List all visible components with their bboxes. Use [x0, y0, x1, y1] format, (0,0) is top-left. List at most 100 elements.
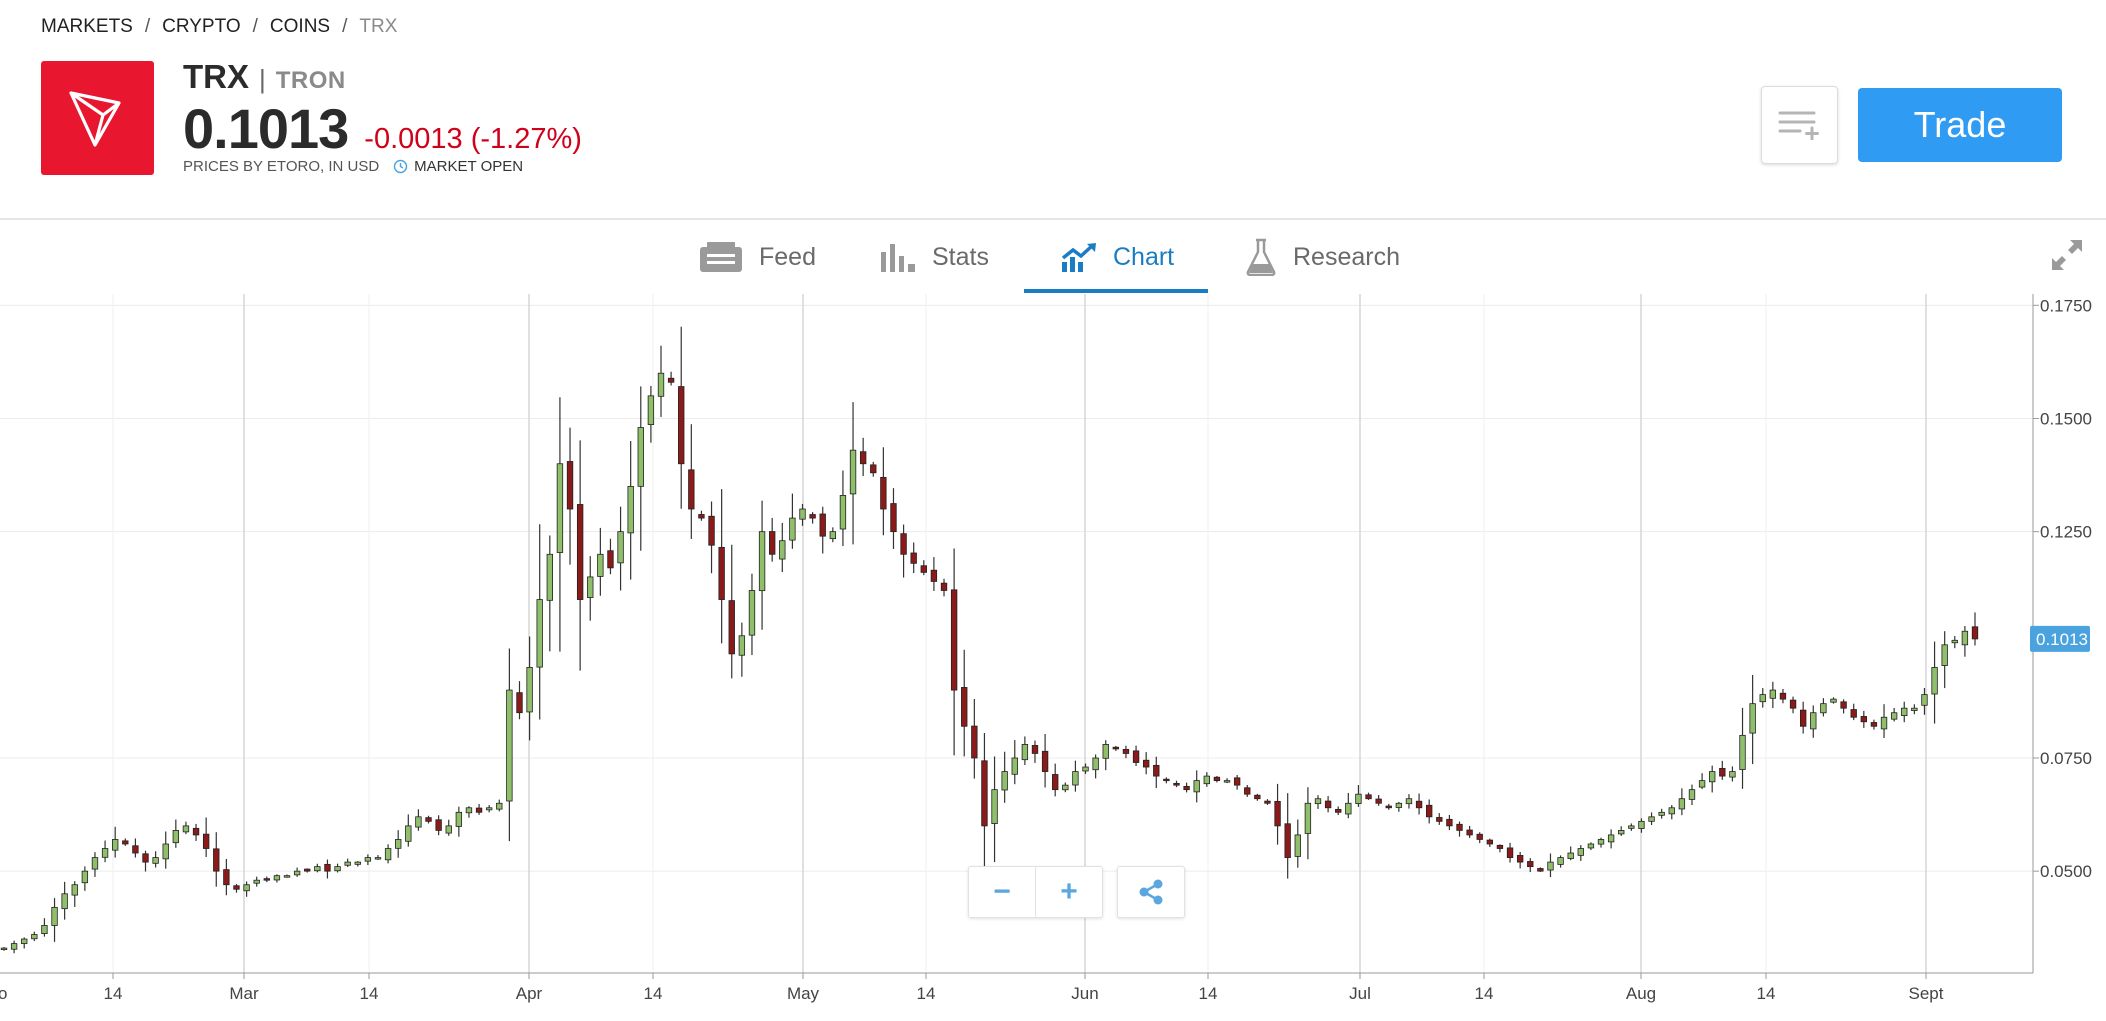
candle-body: [1901, 707, 1908, 717]
ticker-symbol: TRX: [183, 58, 249, 95]
candle-body: [1678, 798, 1686, 810]
candle-body: [1031, 745, 1039, 754]
instrument-name: TRON: [275, 67, 346, 94]
candle-body: [152, 857, 159, 864]
candle-body: [819, 513, 826, 537]
price-change: -0.0013 (-1.27%): [364, 123, 582, 155]
candle-body: [1001, 771, 1008, 791]
expand-icon: [2052, 240, 2082, 270]
zoom-in-button[interactable]: +: [1035, 867, 1102, 917]
candle-body: [455, 811, 463, 827]
candle-body: [1264, 800, 1271, 804]
candle-body: [1375, 798, 1382, 804]
candle-body: [1466, 829, 1473, 836]
zoom-out-button[interactable]: −: [993, 875, 1011, 908]
candle-body: [1446, 818, 1453, 827]
candle-body: [1961, 630, 1969, 646]
candle-body: [1415, 800, 1423, 809]
candle-body: [21, 938, 28, 944]
candle-body: [890, 503, 897, 533]
candle-body: [344, 861, 351, 866]
candle-body: [435, 819, 442, 831]
y-tick-label: 0.1500: [2040, 409, 2092, 428]
candle-body: [748, 590, 756, 636]
candle-body: [1254, 794, 1261, 800]
candle-body: [1921, 694, 1928, 706]
tab-research[interactable]: Research: [1245, 220, 1400, 294]
candle-body: [374, 857, 382, 860]
candle-body: [1759, 694, 1766, 703]
breadcrumb-crypto[interactable]: CRYPTO: [162, 16, 241, 37]
candle-body: [688, 469, 695, 510]
candle-body: [1698, 780, 1706, 788]
candle-body: [849, 449, 857, 495]
candle-body: [698, 514, 705, 519]
candle-body: [1810, 712, 1817, 730]
candle-body: [678, 386, 685, 465]
breadcrumb-markets[interactable]: MARKETS: [41, 16, 133, 37]
candle-body: [1658, 811, 1665, 816]
candle-body: [516, 692, 523, 714]
candle-body: [566, 461, 574, 510]
candle-body: [1456, 823, 1463, 831]
tab-feed[interactable]: Feed: [699, 220, 816, 294]
candle-body: [1486, 839, 1494, 845]
candle-body: [718, 546, 725, 600]
candle-body: [1870, 722, 1878, 727]
fullscreen-button[interactable]: [2050, 238, 2084, 277]
trade-button[interactable]: Trade: [1858, 88, 2062, 162]
zoom-controls: − +: [968, 866, 1103, 918]
candle-body: [930, 569, 938, 582]
candle-body: [910, 552, 917, 564]
candle-body: [202, 833, 210, 849]
candle-body: [415, 816, 422, 828]
candle-body: [799, 508, 806, 520]
tab-chart[interactable]: Chart: [1061, 220, 1174, 294]
candle-body: [627, 485, 634, 534]
candle-body: [1052, 774, 1059, 791]
candle-body: [1041, 750, 1049, 772]
candle-body: [647, 395, 655, 425]
tab-stats[interactable]: Stats: [880, 220, 989, 294]
candle-body: [536, 599, 543, 668]
breadcrumb-separator: /: [342, 16, 348, 37]
candle-body: [364, 857, 372, 862]
share-button[interactable]: [1117, 866, 1185, 918]
x-tick-label: Mar: [229, 984, 259, 1003]
candle-body: [81, 870, 89, 884]
tab-feed-label: Feed: [759, 242, 816, 271]
title-separator: |: [259, 64, 266, 94]
candle-body: [1092, 757, 1099, 771]
candle-body: [243, 884, 250, 892]
x-tick-label: Aug: [1626, 984, 1656, 1003]
candle-body: [1345, 802, 1352, 815]
candle-body: [354, 861, 361, 865]
breadcrumb-coins[interactable]: COINS: [269, 16, 331, 37]
x-tick-label: 14: [360, 984, 379, 1003]
header-divider: [0, 218, 2106, 220]
candle-body: [1082, 766, 1089, 772]
candle-body: [1779, 692, 1787, 700]
x-tick-label: o: [0, 984, 7, 1003]
candle-body: [940, 582, 948, 591]
candle-body: [213, 848, 220, 872]
candle-body: [900, 533, 907, 555]
add-to-watchlist-button[interactable]: [1761, 86, 1838, 164]
candle-body: [283, 875, 291, 878]
clock-icon: [393, 159, 408, 174]
y-tick-label: 0.1250: [2040, 523, 2092, 542]
tron-logo-glyph: [68, 91, 121, 147]
candle-body: [384, 848, 392, 861]
candle-body: [1688, 789, 1696, 800]
candle-body: [1335, 808, 1342, 813]
candle-body: [1769, 689, 1777, 699]
candle-body: [1537, 868, 1544, 872]
candle-body: [870, 464, 877, 474]
candle-body: [273, 875, 281, 881]
candle-body: [1951, 639, 1958, 644]
candle-body: [1971, 626, 1979, 640]
candle-body: [576, 504, 584, 600]
candle-body: [132, 845, 139, 854]
candle-body: [961, 687, 968, 727]
candle-body: [779, 540, 786, 560]
